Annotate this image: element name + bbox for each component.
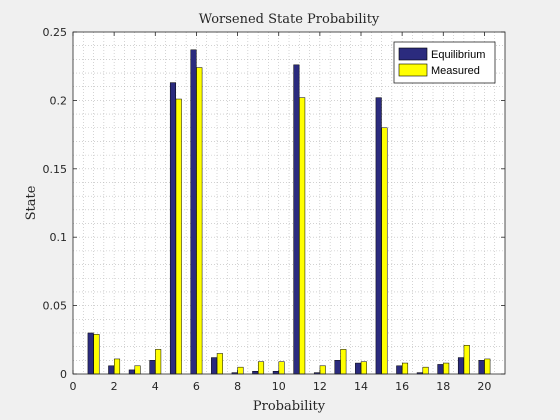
bar-equilibrium-9 xyxy=(252,371,259,375)
x-axis-label: Probability xyxy=(253,399,326,414)
bar-measured-8 xyxy=(237,366,244,375)
y-tick-label: 0.05 xyxy=(43,300,68,313)
bar-measured-5 xyxy=(175,98,182,375)
bar-equilibrium-11 xyxy=(293,64,300,375)
legend-swatch-equilibrium xyxy=(398,47,428,61)
bar-equilibrium-16 xyxy=(396,365,403,375)
bar-measured-12 xyxy=(319,365,326,375)
legend-label-measured: Measured xyxy=(431,65,480,77)
x-tick-label: 8 xyxy=(234,380,241,393)
y-tick-label: 0.15 xyxy=(43,163,68,176)
bar-equilibrium-4 xyxy=(149,360,156,375)
legend-label-equilibrium: Equilibrium xyxy=(431,49,485,61)
x-tick-label: 0 xyxy=(70,380,77,393)
bar-measured-20 xyxy=(484,358,491,375)
bar-equilibrium-5 xyxy=(169,82,177,375)
bar-equilibrium-2 xyxy=(108,365,115,375)
bar-equilibrium-15 xyxy=(375,97,382,375)
y-axis-label: State xyxy=(24,185,39,220)
x-tick-label: 12 xyxy=(313,380,327,393)
ticks xyxy=(72,31,505,375)
bar-equilibrium-1 xyxy=(87,332,94,375)
bar-measured-7 xyxy=(216,353,223,375)
x-tick-label: 18 xyxy=(436,380,450,393)
x-tick-label: 14 xyxy=(354,380,368,393)
bar-measured-9 xyxy=(257,361,265,375)
bar-equilibrium-13 xyxy=(334,360,341,375)
x-tick-label: 6 xyxy=(193,380,200,393)
bar-equilibrium-20 xyxy=(478,360,485,375)
bar-measured-11 xyxy=(299,97,306,375)
bar-equilibrium-18 xyxy=(437,364,444,375)
legend: Equilibrium Measured xyxy=(393,41,496,84)
bar-measured-16 xyxy=(401,362,409,375)
y-tick-label: 0.25 xyxy=(43,26,68,39)
bar-measured-1 xyxy=(93,334,100,375)
y-tick-label: 0.1 xyxy=(50,231,68,244)
bar-equilibrium-3 xyxy=(128,369,135,375)
x-tick-label: 2 xyxy=(111,380,118,393)
bar-measured-15 xyxy=(381,127,388,375)
bar-measured-4 xyxy=(155,349,162,375)
bar-measured-6 xyxy=(196,67,203,375)
bar-measured-2 xyxy=(113,358,121,375)
bar-equilibrium-10 xyxy=(272,371,279,375)
bar-measured-10 xyxy=(278,361,285,375)
bar-equilibrium-6 xyxy=(190,49,197,375)
chart-title: Worsened State Probability xyxy=(199,12,380,27)
bar-measured-18 xyxy=(443,362,450,375)
grid xyxy=(73,32,505,374)
bar-measured-19 xyxy=(463,345,470,375)
plot-frame xyxy=(72,31,506,375)
bar-measured-14 xyxy=(360,361,367,375)
bar-measured-13 xyxy=(340,349,347,375)
y-tick-label: 0.2 xyxy=(50,94,68,107)
tick-labels: 0 2 4 6 8 10 12 14 16 18 20 0 0.05 0.1 0.15 0.2 0.25 xyxy=(43,26,492,393)
x-tick-label: 16 xyxy=(395,380,409,393)
bar-equilibrium-7 xyxy=(211,357,218,375)
x-tick-label: 4 xyxy=(152,380,159,393)
x-tick-label: 20 xyxy=(477,380,491,393)
bar-measured-17 xyxy=(422,366,429,375)
bar-equilibrium-14 xyxy=(355,362,362,375)
bar-measured-3 xyxy=(134,365,141,375)
bar-equilibrium-19 xyxy=(457,357,465,375)
x-tick-label: 10 xyxy=(272,380,286,393)
bars xyxy=(87,49,491,375)
y-tick-label: 0 xyxy=(60,368,67,381)
legend-swatch-measured xyxy=(398,63,428,77)
